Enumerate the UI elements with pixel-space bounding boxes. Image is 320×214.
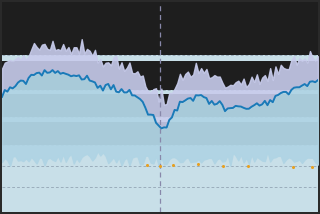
Bar xyxy=(2,94,318,117)
Bar xyxy=(2,61,318,90)
Bar xyxy=(2,2,318,55)
Bar xyxy=(2,122,318,145)
